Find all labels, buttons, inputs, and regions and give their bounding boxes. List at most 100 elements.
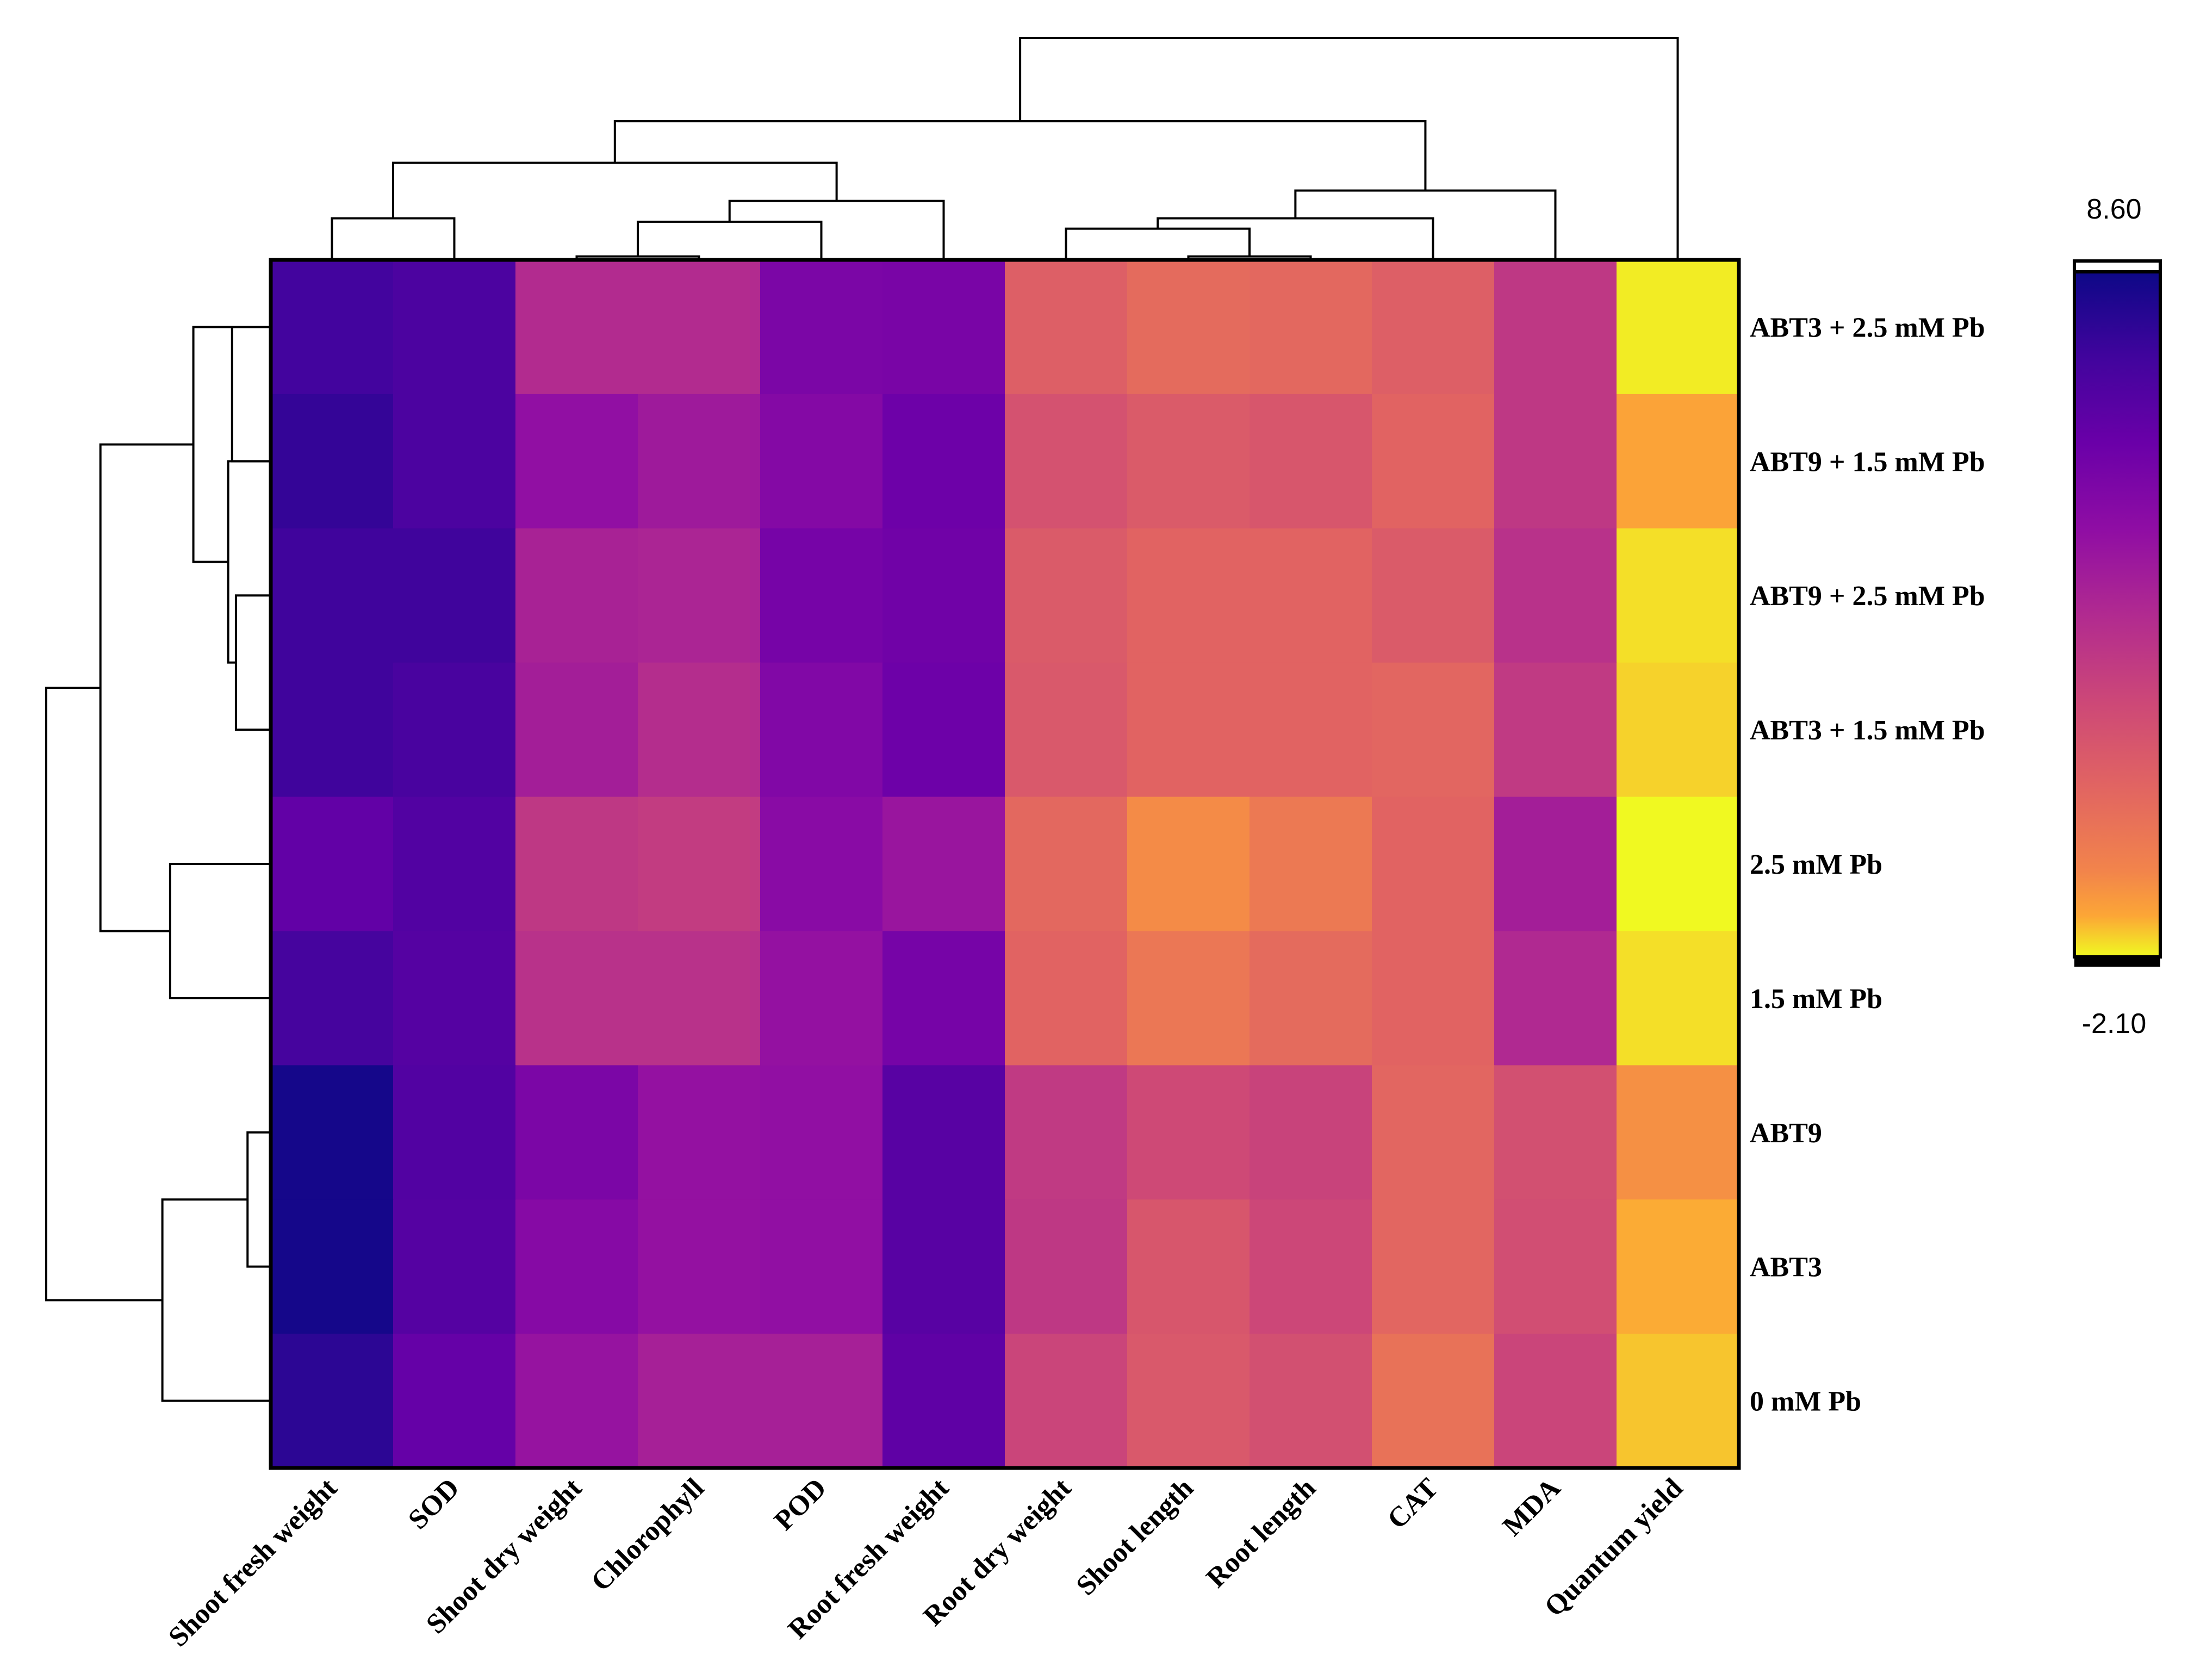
column-dendrogram-link	[392, 161, 838, 219]
row-label: ABT9 + 1.5 mM Pb	[1750, 446, 1985, 477]
heatmap-cell	[1617, 1199, 1739, 1335]
heatmap-cell	[271, 1334, 394, 1469]
heatmap-cell	[515, 662, 638, 798]
heatmap-cell	[1372, 1199, 1495, 1335]
heatmap-cell	[515, 1334, 638, 1469]
heatmap-cell	[882, 797, 1005, 932]
heatmap-cell	[1127, 797, 1250, 932]
heatmap-cell	[1494, 662, 1617, 798]
heatmap-cell	[515, 1199, 638, 1335]
heatmap-cell	[760, 1199, 883, 1335]
heatmap-cell	[882, 1065, 1005, 1200]
heatmap-cell	[882, 528, 1005, 663]
heatmap-cell	[1250, 931, 1372, 1066]
heatmap-cell	[393, 528, 516, 663]
heatmap-cell	[271, 1199, 394, 1335]
heatmap-cell	[515, 394, 638, 529]
heatmap-cell	[1127, 662, 1250, 798]
column-label: MDA	[1497, 1472, 1567, 1542]
heatmap-cell	[1005, 394, 1128, 529]
row-dendrogram-link	[161, 1198, 271, 1402]
heatmap-cell	[760, 260, 883, 395]
colorbar-gradient	[2073, 270, 2162, 959]
heatmap-cell	[1494, 260, 1617, 395]
heatmap-cell	[515, 260, 638, 395]
heatmap-cell	[1494, 528, 1617, 663]
row-dendrogram-link	[227, 460, 271, 664]
heatmap-cell	[638, 797, 761, 932]
heatmap-cell	[1494, 394, 1617, 529]
heatmap-cell	[1005, 528, 1128, 663]
column-dendrogram-link	[728, 200, 945, 260]
heatmap-cell	[638, 931, 761, 1066]
heatmap-cell	[638, 394, 761, 529]
row-labels: ABT3 + 2.5 mM Pb ABT9 + 1.5 mM Pb ABT9 + 2…	[1750, 312, 1985, 1417]
heatmap-cell	[1617, 662, 1739, 798]
heatmap-cell	[393, 662, 516, 798]
heatmap-cell	[271, 931, 394, 1066]
column-dendrogram-link	[1157, 217, 1434, 260]
colorbar-max-label: 8.60	[2086, 194, 2141, 225]
heatmap-cell	[760, 797, 883, 932]
heatmap-cell	[1127, 1199, 1250, 1335]
row-label: 0 mM Pb	[1750, 1386, 1861, 1417]
heatmap-cell	[1250, 394, 1372, 529]
heatmap-cell	[515, 528, 638, 663]
heatmap-cell	[1250, 662, 1372, 798]
row-dendrogram	[45, 326, 271, 1402]
heatmap-cell	[271, 394, 394, 529]
heatmap-cell	[1494, 1334, 1617, 1469]
heatmap-cell	[1005, 662, 1128, 798]
heatmap-cell	[1127, 931, 1250, 1066]
row-label: ABT9 + 2.5 mM Pb	[1750, 581, 1985, 612]
heatmap-cell	[638, 662, 761, 798]
colorbar-min-label: -2.10	[2082, 1008, 2147, 1040]
heatmap-cell	[1372, 394, 1495, 529]
row-dendrogram-link	[246, 1131, 271, 1268]
heatmap-cell	[882, 931, 1005, 1066]
heatmap-cell	[1372, 260, 1495, 395]
column-label: Shoot length	[1071, 1472, 1200, 1602]
heatmap-cell	[1617, 1334, 1739, 1469]
heatmap-cell	[1494, 1199, 1617, 1335]
column-dendrogram-link	[637, 220, 823, 260]
row-dendrogram-link	[45, 686, 163, 1302]
heatmap-cell	[1005, 931, 1128, 1066]
heatmap-cell	[638, 528, 761, 663]
heatmap-cell	[1250, 1065, 1372, 1200]
row-label: 1.5 mM Pb	[1750, 984, 1882, 1015]
heatmap-cell	[393, 1065, 516, 1200]
heatmap-cell	[1005, 797, 1128, 932]
heatmap-cell	[393, 260, 516, 395]
heatmap-cell	[1127, 528, 1250, 663]
heatmap-cell	[1617, 931, 1739, 1066]
heatmap-cell	[1617, 528, 1739, 663]
heatmap-cell	[760, 1065, 883, 1200]
column-label: SOD	[402, 1472, 465, 1535]
heatmap-cell	[1372, 528, 1495, 663]
heatmap-cell	[1005, 1199, 1128, 1335]
row-label: 2.5 mM Pb	[1750, 849, 1882, 880]
heatmap-cell	[515, 1065, 638, 1200]
row-label: ABT3 + 2.5 mM Pb	[1750, 312, 1985, 343]
heatmap-cell	[1127, 394, 1250, 529]
column-dendrogram-link	[613, 120, 1427, 191]
heatmap-cell	[638, 1334, 761, 1469]
heatmap-cell	[393, 1199, 516, 1335]
heatmap-cell	[1494, 1065, 1617, 1200]
colorbar: 8.60 -2.10	[2073, 194, 2162, 1040]
column-dendrogram	[331, 37, 1679, 260]
heatmap-cell	[271, 797, 394, 932]
heatmap-cell	[1617, 394, 1739, 529]
heatmap-cell	[1617, 260, 1739, 395]
heatmap-cell	[1250, 1199, 1372, 1335]
heatmap-cell	[393, 797, 516, 932]
heatmap-cell	[760, 394, 883, 529]
heatmap-cells	[271, 260, 1739, 1469]
heatmap-cell	[393, 931, 516, 1066]
heatmap-cell	[1250, 797, 1372, 932]
heatmap-cell	[638, 260, 761, 395]
column-label: POD	[768, 1472, 832, 1536]
heatmap-cell	[393, 1334, 516, 1469]
